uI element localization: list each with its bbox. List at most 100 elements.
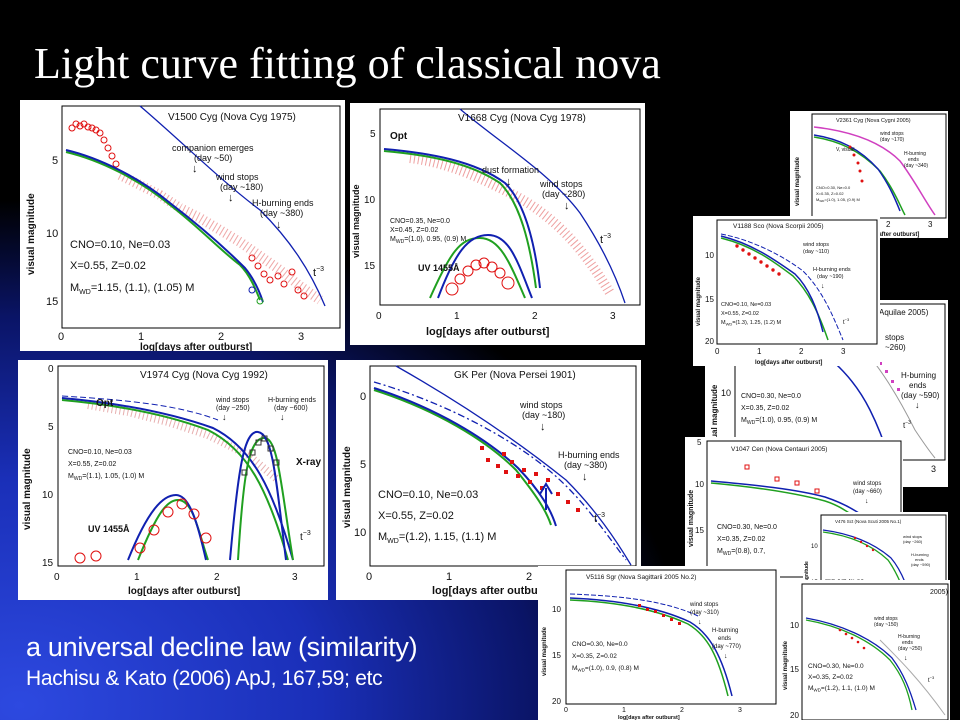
- y-tick: 0: [360, 391, 366, 403]
- v2361-param: X=0.35, Z=0.02: [816, 191, 844, 196]
- panel-last: 2005) wind stops (day ~150) H-burning en…: [780, 580, 950, 720]
- v5116-param: X=0.35, Z=0.02: [572, 653, 617, 660]
- v1974-param: X=0.55, Z=0.02: [68, 461, 116, 468]
- v1047-param: X=0.35, Z=0.02: [717, 536, 765, 543]
- x-tick: 3: [931, 464, 936, 474]
- x-tick: 3: [738, 707, 742, 714]
- y-tick: 15: [364, 261, 376, 272]
- gkper-ann: (day ~380): [564, 460, 607, 470]
- x-tick: 1: [757, 347, 762, 356]
- x-axis-label: log[days after outburst]: [426, 326, 550, 338]
- v2361-param: MWD=(1.0), 1.05, (0.9) M: [816, 197, 860, 203]
- aql-param: X=0.35, Z=0.02: [741, 405, 789, 412]
- aql-ann: H-burning: [901, 371, 936, 380]
- chart-v5116: V5116 Sgr (Nova Sagittarii 2005 No.2) wi…: [538, 566, 780, 720]
- panel-v1668: V1668 Cyg (Nova Cyg 1978) Opt dust forma…: [350, 103, 645, 345]
- v2361-ann: H-burning: [904, 151, 926, 157]
- chart-last: 2005) wind stops (day ~150) H-burning en…: [780, 580, 950, 720]
- v1974-param: MWD=(1.1), 1.05, (1.0) M: [68, 473, 144, 482]
- arrow-icon: ↓: [564, 200, 570, 212]
- v1974-ann: (day ~600): [274, 405, 308, 412]
- v1500-param: MWD=1.15, (1.1), (1.05) M: [70, 282, 194, 296]
- v1188-ann: (day ~190): [817, 274, 844, 280]
- t3-label: t−3: [843, 317, 850, 326]
- arrow-icon: ↓: [222, 412, 227, 422]
- y-tick: 15: [705, 295, 714, 304]
- v1188-param: X=0.55, Z=0.02: [721, 311, 759, 317]
- arrow-icon: ↓: [698, 619, 702, 626]
- v1047-title: V1047 Cen (Nova Centauri 2005): [731, 446, 827, 453]
- aql-ann: (day ~590): [901, 391, 940, 400]
- x-tick: 2: [526, 571, 532, 583]
- v5116-title: V5116 Sgr (Nova Sagittarii 2005 No.2): [586, 574, 696, 581]
- last-param: CNO=0.30, Ne=0.0: [808, 663, 864, 670]
- v1188-ann: H-burning ends: [813, 267, 851, 273]
- panel-v1974: V1974 Cyg (Nova Cyg 1992) Opt wind stops…: [18, 360, 328, 600]
- x-tick: 1: [622, 707, 626, 714]
- y-axis-label: visual magnitude: [351, 184, 361, 258]
- v5116-ann: (day ~310): [690, 610, 719, 616]
- y-tick: 10: [42, 490, 54, 501]
- last-ann: ends: [902, 640, 913, 646]
- y-axis-label: visual magnitude: [688, 490, 695, 547]
- y-tick: 15: [695, 526, 704, 535]
- y-tick: 10: [552, 605, 561, 614]
- x-tick: 0: [54, 572, 60, 583]
- y-tick: 10: [364, 195, 376, 206]
- last-param: X=0.35, Z=0.02: [808, 674, 853, 681]
- x-tick: 2: [799, 347, 804, 356]
- y-tick: 10: [790, 621, 799, 630]
- v1188-param: MWD=(1.3), 1.25, (1.2) M: [721, 320, 781, 327]
- x-tick: 2: [532, 311, 538, 322]
- x-axis-label: log[days after outburst]: [618, 715, 680, 720]
- chart-v1500: V1500 Cyg (Nova Cyg 1975) companion emer…: [20, 100, 345, 351]
- y-tick: 20: [552, 697, 561, 706]
- v1188-ann: wind stops: [802, 242, 829, 248]
- y-tick: 15: [790, 665, 799, 674]
- y-axis-label: visual magnitude: [342, 446, 353, 528]
- v5116-ann: (day ~770): [712, 644, 741, 650]
- y-tick: 5: [370, 129, 376, 140]
- v476-ann: (day ~260): [903, 539, 923, 544]
- v1500-data: [68, 120, 308, 300]
- x-axis-label: log[days after outburst]: [432, 585, 556, 597]
- y-axis-label: visual magnitude: [710, 384, 719, 450]
- y-tick: 10: [46, 228, 58, 240]
- panel-v1188: V1188 Sco (Nova Scorpii 2005) wind stops…: [693, 216, 880, 366]
- aql-param: CNO=0.30, Ne=0.0: [741, 393, 801, 400]
- v2361-ann: V, visual: [836, 147, 854, 153]
- v1188-param: CNO=0.10, Ne=0.03: [721, 302, 771, 308]
- v2361-param: CNO=0.30, Ne=0.0: [816, 185, 851, 190]
- uv-label: UV 1455Å: [88, 524, 130, 534]
- x-tick: 1: [138, 331, 144, 343]
- v476-ann: (day ~590): [911, 562, 931, 567]
- v5116-param: MWD=(1.0), 0.9, (0.8) M: [572, 665, 639, 673]
- x-axis-label: log[days after outburst]: [140, 342, 252, 351]
- caption-reference: Hachisu & Kato (2006) ApJ, 167,59; etc: [26, 667, 383, 690]
- aql-param: MWD=(1.0), 0.95, (0.9) M: [741, 417, 817, 426]
- arrow-icon: ↓: [192, 163, 198, 175]
- v476-ann: ends: [915, 557, 924, 562]
- x-tick: 0: [58, 331, 64, 343]
- panel-v5116: V5116 Sgr (Nova Sagittarii 2005 No.2) wi…: [538, 566, 780, 720]
- y-tick: 5: [48, 422, 54, 433]
- chart-v1668: V1668 Cyg (Nova Cyg 1978) Opt dust forma…: [350, 103, 645, 345]
- gkper-ann: (day ~180): [522, 410, 565, 420]
- arrow-icon: ↓: [915, 400, 920, 410]
- gkper-param: CNO=0.10, Ne=0.03: [378, 489, 478, 501]
- uv-label: UV 1455Å: [418, 263, 460, 273]
- arrow-icon: ↓: [724, 653, 728, 660]
- v1668-ann: wind stops: [539, 179, 583, 189]
- arrow-icon: ↓: [276, 219, 282, 231]
- t3-label: t−3: [600, 233, 611, 246]
- v476-title: V476 Sct (Nova Scuti 2005 No.1): [835, 519, 902, 524]
- v1974-ann: wind stops: [215, 397, 250, 404]
- v1047-param: MWD=(0.8), 0.7,: [717, 548, 765, 557]
- gkper-ann: wind stops: [519, 400, 563, 410]
- v1500-title: V1500 Cyg (Nova Cyg 1975): [168, 112, 296, 123]
- y-tick: 20: [790, 711, 799, 720]
- y-axis-label: visual magnitude: [542, 626, 548, 676]
- v1974-ann: (day ~250): [216, 405, 250, 412]
- x-tick: 0: [376, 311, 382, 322]
- arrow-icon: ↓: [228, 192, 234, 204]
